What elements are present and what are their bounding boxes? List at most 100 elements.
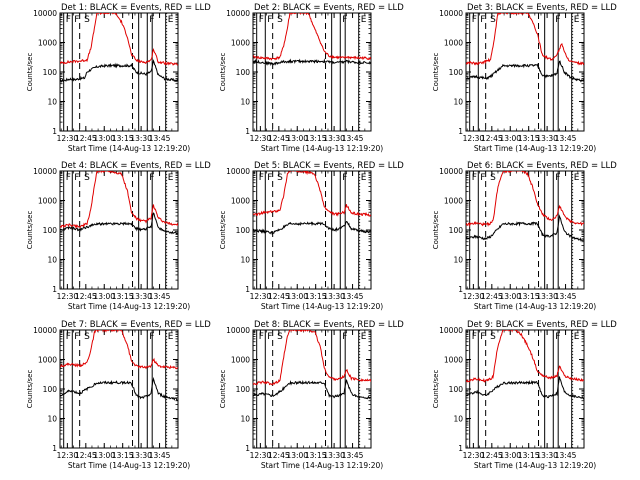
y-tick-label: 100 [43, 68, 58, 77]
x-tick-label: 13:15 [518, 292, 540, 301]
y-tick-label: 10 [240, 256, 250, 265]
events-series-line [253, 58, 371, 66]
panel-title: Det 6: BLACK = Events, RED = LLD [467, 161, 617, 171]
y-tick-label: 10 [240, 415, 250, 424]
y-tick-label: 1 [458, 127, 463, 136]
events-series-line [253, 379, 371, 400]
plot-frame [252, 12, 372, 132]
x-axis-label: Start Time (14-Aug-13 12:19:20) [474, 461, 596, 470]
x-axis-label: Start Time (14-Aug-13 12:19:20) [261, 302, 383, 311]
interval-marker-s: S [277, 15, 283, 25]
x-tick-label: 12:45 [481, 134, 503, 143]
x-tick-label: 12:30 [57, 292, 79, 301]
panel-det-1: Det 1: BLACK = Events, RED = LLD 1 10 100 10… [26, 3, 211, 153]
x-tick-label: 13:30 [130, 292, 152, 301]
interval-marker-e: E [574, 15, 580, 25]
lld-series-line [253, 330, 371, 386]
interval-marker-e: E [574, 173, 580, 183]
y-axis-label: Counts/sec [432, 211, 440, 250]
y-axis-label: Counts/sec [26, 211, 34, 250]
y-tick-label: 10 [47, 98, 57, 107]
y-tick-label: 10000 [33, 9, 57, 18]
x-tick-label: 13:30 [536, 134, 558, 143]
x-tick-label: 13:30 [130, 134, 152, 143]
interval-marker-f: F [267, 15, 272, 25]
y-tick-label: 10000 [439, 326, 463, 335]
x-tick-label: 13:45 [555, 451, 577, 460]
x-tick-label: 13:45 [149, 292, 171, 301]
interval-marker-f: F [74, 173, 79, 183]
x-tick-label: 12:30 [463, 451, 485, 460]
x-tick-label: 13:45 [342, 451, 364, 460]
y-tick-label: 1000 [444, 39, 463, 48]
x-tick-label: 13:45 [555, 292, 577, 301]
lld-series-line [466, 13, 584, 66]
y-tick-label: 100 [449, 226, 464, 235]
interval-marker-f: F [480, 15, 485, 25]
y-tick-label: 100 [236, 68, 251, 77]
x-tick-label: 13:00 [499, 451, 521, 460]
x-tick-label: 12:30 [57, 451, 79, 460]
x-tick-label: 13:15 [305, 134, 327, 143]
y-tick-label: 10 [453, 98, 463, 107]
interval-marker-f: F [342, 332, 347, 342]
x-axis-label: Start Time (14-Aug-13 12:19:20) [474, 144, 596, 153]
events-series-line [60, 376, 178, 401]
lld-series-line [60, 13, 178, 66]
interval-marker-f: F [66, 332, 71, 342]
y-tick-label: 100 [236, 226, 251, 235]
interval-marker-s: S [490, 15, 496, 25]
y-axis-label: Counts/sec [219, 370, 227, 409]
x-tick-label: 13:00 [286, 292, 308, 301]
interval-marker-s: S [84, 173, 90, 183]
x-tick-label: 12:45 [75, 451, 97, 460]
interval-marker-f: F [555, 15, 560, 25]
interval-marker-f: F [259, 332, 264, 342]
x-tick-label: 13:00 [499, 292, 521, 301]
interval-marker-f: F [555, 332, 560, 342]
y-tick-label: 1 [245, 444, 250, 453]
x-tick-label: 13:00 [93, 451, 115, 460]
interval-marker-e: E [168, 332, 174, 342]
y-axis-label: Counts/sec [432, 53, 440, 92]
x-tick-label: 13:15 [305, 451, 327, 460]
x-tick-label: 12:30 [57, 134, 79, 143]
y-tick-label: 10 [453, 415, 463, 424]
x-tick-label: 13:30 [323, 292, 345, 301]
x-axis-label: Start Time (14-Aug-13 12:19:20) [261, 144, 383, 153]
y-tick-label: 1000 [38, 39, 57, 48]
x-tick-label: 13:30 [536, 292, 558, 301]
lld-series-line [253, 13, 371, 61]
x-tick-label: 13:00 [499, 134, 521, 143]
interval-marker-f: F [480, 173, 485, 183]
lld-series-line [60, 171, 178, 229]
interval-marker-f: F [66, 173, 71, 183]
y-tick-label: 10 [47, 256, 57, 265]
y-tick-label: 10000 [33, 167, 57, 176]
x-axis-label: Start Time (14-Aug-13 12:19:20) [474, 302, 596, 311]
interval-marker-f: F [342, 15, 347, 25]
x-tick-label: 12:30 [463, 292, 485, 301]
panel-title: Det 7: BLACK = Events, RED = LLD [61, 320, 211, 330]
interval-marker-s: S [490, 332, 496, 342]
panel-det-2: Det 2: BLACK = Events, RED = LLD 1 10 100 10… [219, 3, 404, 153]
interval-marker-f: F [555, 173, 560, 183]
lld-series-line [253, 171, 371, 217]
y-tick-label: 10000 [226, 9, 250, 18]
y-tick-label: 10 [240, 98, 250, 107]
x-tick-label: 13:15 [518, 451, 540, 460]
interval-marker-f: F [66, 15, 71, 25]
interval-marker-f: F [149, 15, 154, 25]
x-tick-label: 12:30 [250, 134, 272, 143]
plot-frame [59, 12, 179, 132]
y-tick-label: 1000 [38, 197, 57, 206]
x-tick-label: 13:30 [130, 451, 152, 460]
x-tick-label: 13:15 [112, 451, 134, 460]
interval-marker-f: F [267, 173, 272, 183]
y-tick-label: 1 [52, 127, 57, 136]
x-tick-label: 12:30 [250, 292, 272, 301]
y-tick-label: 1000 [231, 39, 250, 48]
panel-title: Det 5: BLACK = Events, RED = LLD [254, 161, 404, 171]
x-tick-label: 13:45 [555, 134, 577, 143]
